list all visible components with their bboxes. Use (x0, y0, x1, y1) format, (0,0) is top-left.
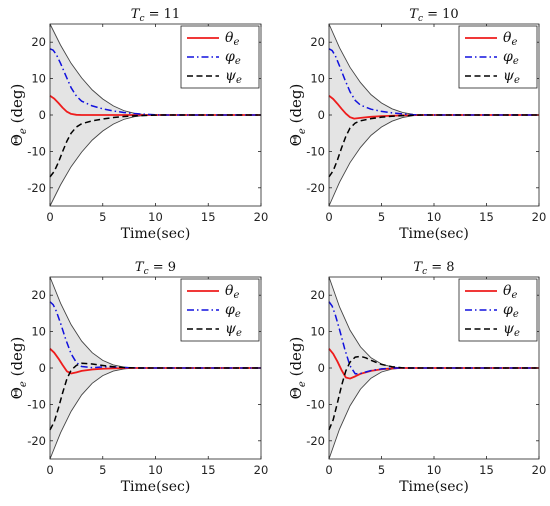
y-tick-label: 10 (310, 325, 325, 339)
subplot-3: 0 5 10 15 20 20 10 0 -10 -20 Time(sec) Θe (deg) Tc =… (8, 260, 268, 495)
y-tick-label: 0 (39, 361, 46, 375)
y-axis-label: Θe (deg) (287, 84, 308, 147)
x-axis-label: Time(sec) (399, 479, 469, 495)
legend-label-1: θe (225, 30, 239, 48)
y-tick-label: 20 (310, 35, 325, 49)
legend-label-3: ψe (225, 68, 242, 86)
x-axis-label: Time(sec) (121, 226, 191, 242)
x-axis-label: Time(sec) (399, 226, 469, 242)
legend-label-1: θe (503, 283, 517, 301)
series-line-3 (328, 114, 539, 178)
x-tick-label: 20 (532, 463, 547, 477)
chart-title: Tc = 9 (135, 260, 176, 277)
legend-label-1: θe (503, 30, 517, 48)
legend-label-2: φe (503, 49, 519, 67)
series-line-2 (328, 301, 539, 375)
x-tick-label: 0 (46, 210, 53, 224)
y-tick-label: 0 (318, 361, 325, 375)
legend-label-3: ψe (503, 321, 520, 339)
series-line-3 (49, 362, 261, 431)
x-tick-label: 5 (99, 210, 106, 224)
legend-label-1: θe (225, 283, 239, 301)
x-tick-label: 15 (479, 210, 494, 224)
y-tick-label: 0 (39, 108, 46, 122)
y-tick-label: -20 (27, 434, 46, 448)
x-tick-label: 0 (325, 210, 332, 224)
y-tick-label: -20 (306, 434, 325, 448)
x-tick-label: 5 (99, 463, 106, 477)
y-tick-label: -20 (27, 181, 46, 195)
y-tick-label: -10 (27, 397, 46, 411)
series-line-1 (328, 348, 539, 380)
chart-title: Tc = 8 (413, 260, 454, 277)
x-tick-label: 0 (325, 463, 332, 477)
y-tick-label: -10 (306, 144, 325, 158)
series-line-2 (328, 48, 539, 116)
y-tick-label: 10 (31, 72, 46, 86)
legend-label-3: ψe (225, 321, 242, 339)
x-tick-label: 15 (201, 210, 216, 224)
chart-title: Tc = 11 (131, 7, 180, 24)
y-tick-label: 10 (31, 325, 46, 339)
x-tick-label: 10 (148, 463, 163, 477)
legend-label-2: φe (225, 49, 241, 67)
x-tick-label: 5 (378, 463, 385, 477)
y-tick-label: -20 (306, 181, 325, 195)
x-tick-label: 5 (378, 210, 385, 224)
y-axis-label: Θe (deg) (8, 337, 29, 400)
y-tick-label: 10 (310, 72, 325, 86)
x-tick-label: 10 (427, 463, 442, 477)
series-line-1 (49, 94, 261, 116)
x-tick-label: 20 (532, 210, 547, 224)
subplot-1: 0 5 10 15 20 20 10 0 -10 -20 Time(sec) Θe (deg) Tc =… (8, 7, 268, 242)
series-line-2 (49, 48, 261, 116)
legend-label-2: φe (503, 302, 519, 320)
y-tick-label: 20 (31, 288, 46, 302)
y-tick-label: 0 (318, 108, 325, 122)
x-tick-label: 10 (427, 210, 442, 224)
y-tick-label: -10 (27, 144, 46, 158)
subplot-2: 0 5 10 15 20 20 10 0 -10 -20 Time(sec) Θe (deg) Tc =… (287, 7, 546, 242)
subplot-4: 0 5 10 15 20 20 10 0 -10 -20 Time(sec) Θe (deg) Tc =… (287, 260, 546, 495)
x-axis-label: Time(sec) (121, 479, 191, 495)
envelope-fill (50, 277, 261, 459)
chart-title: Tc = 10 (409, 7, 458, 24)
envelope-fill (329, 277, 539, 459)
x-tick-label: 15 (201, 463, 216, 477)
y-tick-label: 20 (31, 35, 46, 49)
legend-label-3: ψe (503, 68, 520, 86)
series-line-3 (328, 355, 539, 431)
y-axis-label: Θe (deg) (287, 337, 308, 400)
x-tick-label: 0 (46, 463, 53, 477)
x-tick-label: 10 (148, 210, 163, 224)
x-tick-label: 20 (254, 463, 269, 477)
y-tick-label: -10 (306, 397, 325, 411)
legend-label-2: φe (225, 302, 241, 320)
x-tick-label: 15 (479, 463, 494, 477)
x-tick-label: 20 (254, 210, 269, 224)
y-axis-label: Θe (deg) (8, 84, 29, 147)
series-line-3 (49, 114, 261, 178)
y-tick-label: 20 (310, 288, 325, 302)
